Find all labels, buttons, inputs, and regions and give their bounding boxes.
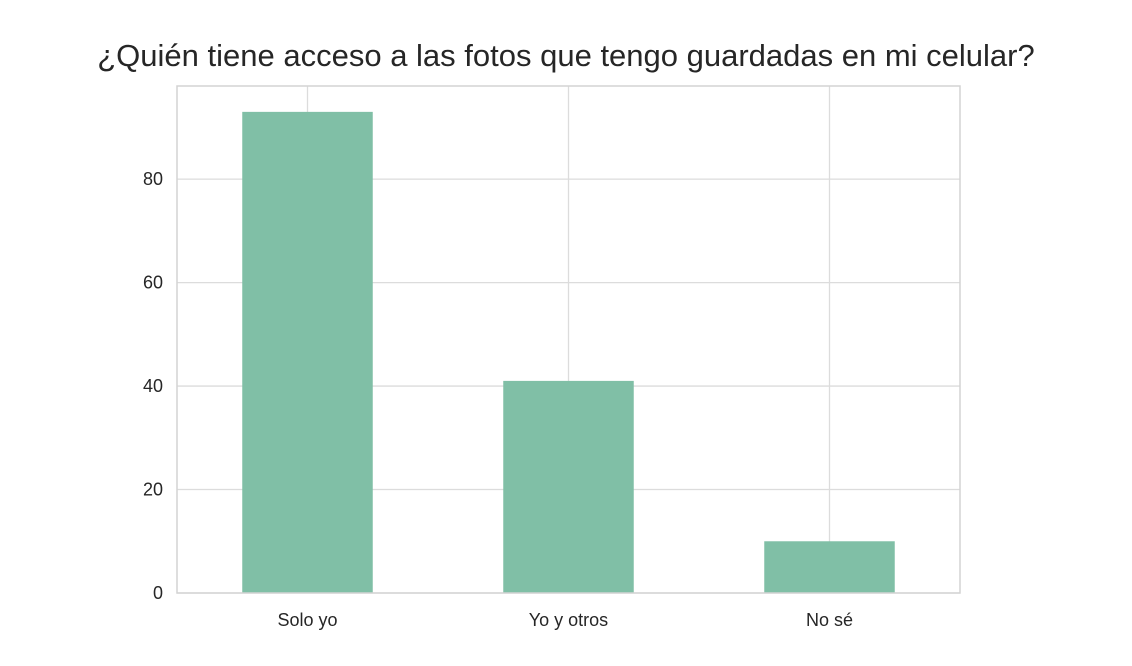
y-tick-label: 0 — [153, 583, 163, 603]
x-tick-labels: Solo yo Yo y otros No sé — [277, 610, 853, 630]
y-tick-label: 80 — [143, 169, 163, 189]
plot-frame — [176, 85, 961, 594]
x-tick-label: Solo yo — [277, 610, 337, 630]
y-tick-label: 20 — [143, 480, 163, 500]
bar-2 — [503, 380, 634, 593]
chart-title: ¿Quién tiene acceso a las fotos que teng… — [97, 38, 1035, 73]
x-tick-label: No sé — [806, 610, 853, 630]
bar-layer — [242, 111, 895, 594]
y-tick-label: 40 — [143, 376, 163, 396]
y-tick-label: 60 — [143, 273, 163, 293]
bar-3 — [764, 541, 895, 593]
bar-1 — [242, 111, 373, 594]
y-tick-labels: 0 20 40 60 80 — [143, 169, 163, 603]
x-tick-label: Yo y otros — [529, 610, 608, 630]
